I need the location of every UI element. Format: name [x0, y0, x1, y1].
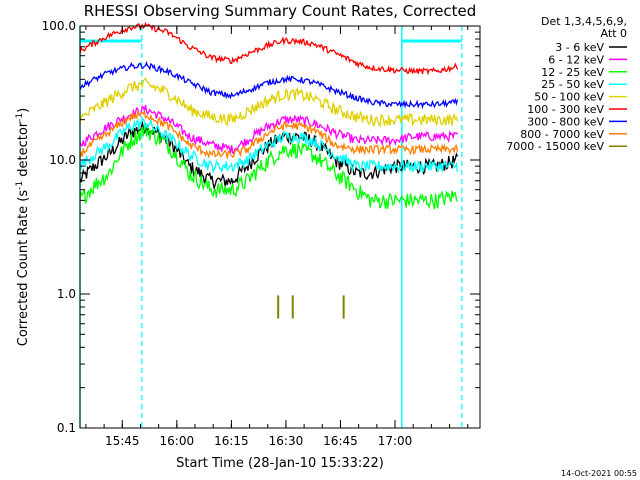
x-tick-label-2: 16:15: [214, 434, 249, 448]
legend-label-6: 300 - 800 keV: [527, 115, 604, 128]
y-axis-label: Corrected Count Rate (s-1 detector-1): [15, 108, 31, 346]
x-tick-label-4: 16:45: [323, 434, 358, 448]
series-3: [79, 117, 459, 174]
legend-label-8: 7000 - 15000 keV: [506, 140, 604, 153]
series-4: [79, 77, 459, 128]
legend-label-7: 800 - 7000 keV: [520, 128, 604, 141]
legend-label-3: 25 - 50 keV: [541, 78, 604, 91]
legend-header-att: Att 0: [601, 27, 627, 40]
series-2: [79, 122, 459, 210]
y-axis: 0.1 1.0 10.0 100.0: [42, 19, 480, 435]
x-tick-label-1: 16:00: [160, 434, 195, 448]
plot-area: [79, 21, 463, 428]
x-tick-label-0: 15:45: [105, 434, 140, 448]
plot-frame: [79, 25, 481, 429]
series-2-line: [79, 122, 459, 210]
legend-label-0: 3 - 6 keV: [555, 41, 604, 54]
series-1-line: [79, 104, 458, 155]
series-4-line: [79, 77, 459, 128]
x-tick-label-3: 16:30: [269, 434, 304, 448]
x-axis: 15:45 16:00 16:15 16:30 16:45 17:00: [85, 26, 469, 448]
series-6: [79, 61, 459, 110]
y-tick-label-3: 100.0: [42, 19, 76, 33]
y-tick-label-2: 10.0: [49, 153, 76, 167]
x-tick-label-5: 17:00: [378, 434, 413, 448]
legend-label-5: 100 - 300 keV: [527, 103, 604, 116]
legend-header: Det 1,3,4,5,6,9,: [541, 15, 627, 28]
y-tick-label-1: 1.0: [57, 287, 76, 301]
series-7-line: [79, 109, 459, 160]
series-8: [277, 295, 345, 319]
series-3-line: [79, 117, 459, 174]
legend-label-1: 6 - 12 keV: [548, 53, 604, 66]
y-tick-label-0: 0.1: [57, 421, 76, 435]
legend-label-4: 50 - 100 keV: [534, 91, 604, 104]
series-1: [79, 104, 458, 155]
series-5-line: [79, 21, 459, 76]
series-7: [79, 109, 459, 160]
chart-title: RHESSI Observing Summary Count Rates, Co…: [84, 2, 477, 20]
x-axis-label: Start Time (28-Jan-10 15:33:22): [176, 456, 384, 471]
series-5: [79, 21, 459, 76]
legend-label-2: 12 - 25 keV: [541, 66, 604, 79]
series-6-line: [79, 61, 459, 110]
footer-timestamp: 14-Oct-2021 00:55: [561, 469, 637, 478]
